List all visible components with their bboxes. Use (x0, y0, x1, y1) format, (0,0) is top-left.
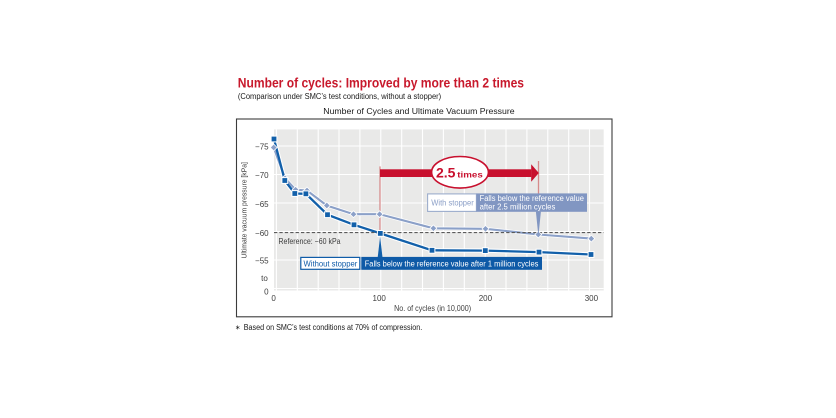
svg-text:Reference: −60 kPa: Reference: −60 kPa (279, 237, 342, 246)
svg-text:With stopper: With stopper (431, 198, 474, 207)
svg-text:100: 100 (373, 294, 387, 303)
svg-text:0: 0 (264, 288, 269, 297)
svg-text:0: 0 (271, 294, 276, 303)
svg-text:Ultimate vacuum pressure [kPa]: Ultimate vacuum pressure [kPa] (240, 162, 249, 259)
svg-text:−70: −70 (255, 171, 269, 180)
svg-text:No. of cycles (in 10,000): No. of cycles (in 10,000) (394, 304, 471, 313)
svg-text:Number of cycles: Improved by: Number of cycles: Improved by more than … (238, 76, 524, 91)
svg-text:−55: −55 (255, 257, 269, 266)
svg-text:2.5: 2.5 (436, 164, 456, 180)
svg-text:300: 300 (585, 294, 599, 303)
svg-text:−65: −65 (255, 200, 269, 209)
svg-text:−75: −75 (255, 143, 269, 152)
svg-text:Based on SMC’s test conditions: Based on SMC’s test conditions at 70% of… (244, 323, 423, 332)
svg-text:(Comparison under SMC’s test c: (Comparison under SMC’s test conditions,… (238, 92, 442, 101)
svg-text:to: to (261, 274, 268, 283)
svg-text:times: times (457, 170, 483, 179)
svg-text:Number of Cycles and Ultimate: Number of Cycles and Ultimate Vacuum Pre… (323, 106, 515, 116)
svg-text:∗: ∗ (235, 324, 240, 331)
svg-text:200: 200 (479, 294, 493, 303)
svg-text:after 2.5 million cycles: after 2.5 million cycles (480, 203, 556, 212)
svg-text:Without stopper: Without stopper (304, 259, 358, 268)
svg-text:−60: −60 (255, 229, 269, 238)
svg-text:Falls below the reference valu: Falls below the reference value (480, 194, 584, 203)
svg-text:Falls below the reference valu: Falls below the reference value after 1 … (365, 259, 539, 268)
